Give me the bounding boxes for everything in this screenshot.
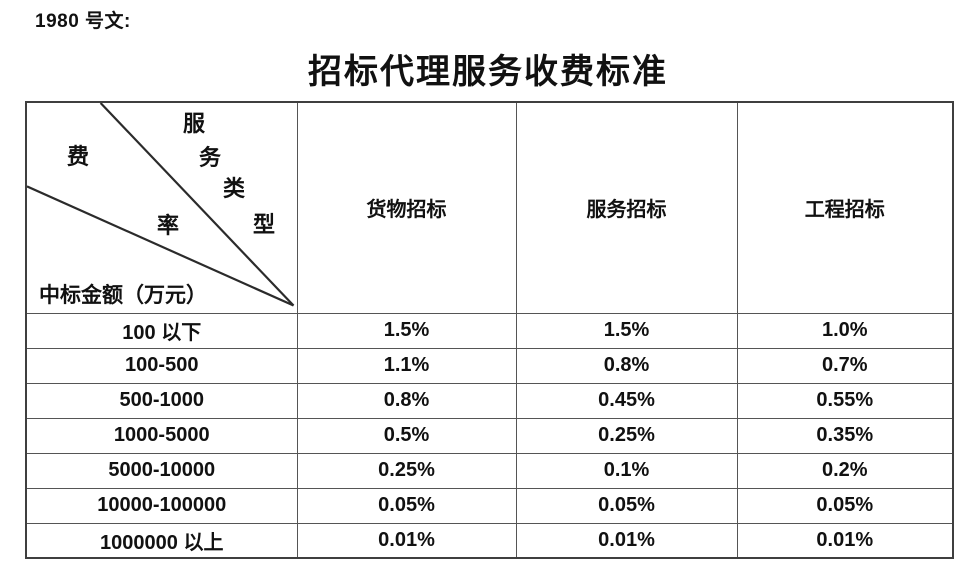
rate-value: 0.35% xyxy=(736,417,954,454)
rate-value: 1.0% xyxy=(736,312,954,349)
table-row: 100-500 1.1% 0.8% 0.7% xyxy=(25,347,954,384)
rate-value: 0.05% xyxy=(296,487,517,524)
corner-service-type-char: 类 xyxy=(223,176,246,201)
table-row: 1000-5000 0.5% 0.25% 0.35% xyxy=(25,417,954,454)
corner-service-type-char: 务 xyxy=(199,145,222,170)
rate-value: 1.5% xyxy=(296,312,517,349)
rate-value: 0.01% xyxy=(736,522,954,559)
header-row: 服 务 类 型 费 率 中标金额（万元） 货物招标 服务招标 工程招标 xyxy=(25,101,954,314)
row-range-label: 1000-5000 xyxy=(25,417,298,454)
rate-value: 0.25% xyxy=(515,417,738,454)
rate-value: 0.01% xyxy=(515,522,738,559)
fee-standard-table: 服 务 类 型 费 率 中标金额（万元） 货物招标 服务招标 工程招标 100 … xyxy=(25,101,954,559)
rate-value: 0.7% xyxy=(736,347,954,384)
rate-value: 0.05% xyxy=(736,487,954,524)
table-row: 500-1000 0.8% 0.45% 0.55% xyxy=(25,382,954,419)
rate-value: 0.45% xyxy=(515,382,738,419)
page-title: 招标代理服务收费标准 xyxy=(308,54,668,91)
corner-service-type-char: 型 xyxy=(253,212,276,237)
rate-value: 0.55% xyxy=(736,382,954,419)
column-header-goods: 货物招标 xyxy=(296,101,517,314)
row-range-label: 100-500 xyxy=(25,347,298,384)
rate-value: 1.1% xyxy=(296,347,517,384)
doc-ref-label: 1980 号文: xyxy=(35,11,131,32)
rate-value: 1.5% xyxy=(515,312,738,349)
corner-rate-char: 费 xyxy=(67,144,90,169)
diagonal-line-upper xyxy=(99,103,295,307)
rate-value: 0.25% xyxy=(296,452,517,489)
rate-value: 0.8% xyxy=(515,347,738,384)
diagonal-corner-cell: 服 务 类 型 费 率 中标金额（万元） xyxy=(25,101,298,314)
row-range-label: 500-1000 xyxy=(25,382,298,419)
table-row: 1000000 以上 0.01% 0.01% 0.01% xyxy=(25,522,954,559)
rate-value: 0.01% xyxy=(296,522,517,559)
diagonal-lines-graphic xyxy=(27,103,295,307)
row-range-label: 10000-100000 xyxy=(25,487,298,524)
table-row: 5000-10000 0.25% 0.1% 0.2% xyxy=(25,452,954,489)
diagonal-line-lower xyxy=(27,185,294,307)
row-range-label: 5000-10000 xyxy=(25,452,298,489)
corner-service-type-char: 服 xyxy=(183,111,206,136)
corner-rate-char: 率 xyxy=(157,213,180,238)
rate-value: 0.2% xyxy=(736,452,954,489)
row-range-label: 1000000 以上 xyxy=(25,522,298,559)
rate-value: 0.8% xyxy=(296,382,517,419)
column-header-services: 服务招标 xyxy=(515,101,738,314)
rate-value: 0.05% xyxy=(515,487,738,524)
rate-value: 0.5% xyxy=(296,417,517,454)
table-row: 10000-100000 0.05% 0.05% 0.05% xyxy=(25,487,954,524)
table-row: 100 以下 1.5% 1.5% 1.0% xyxy=(25,312,954,349)
corner-amount-label: 中标金额（万元） xyxy=(39,283,207,307)
row-range-label: 100 以下 xyxy=(25,312,298,349)
column-header-engineering: 工程招标 xyxy=(736,101,954,314)
rate-value: 0.1% xyxy=(515,452,738,489)
